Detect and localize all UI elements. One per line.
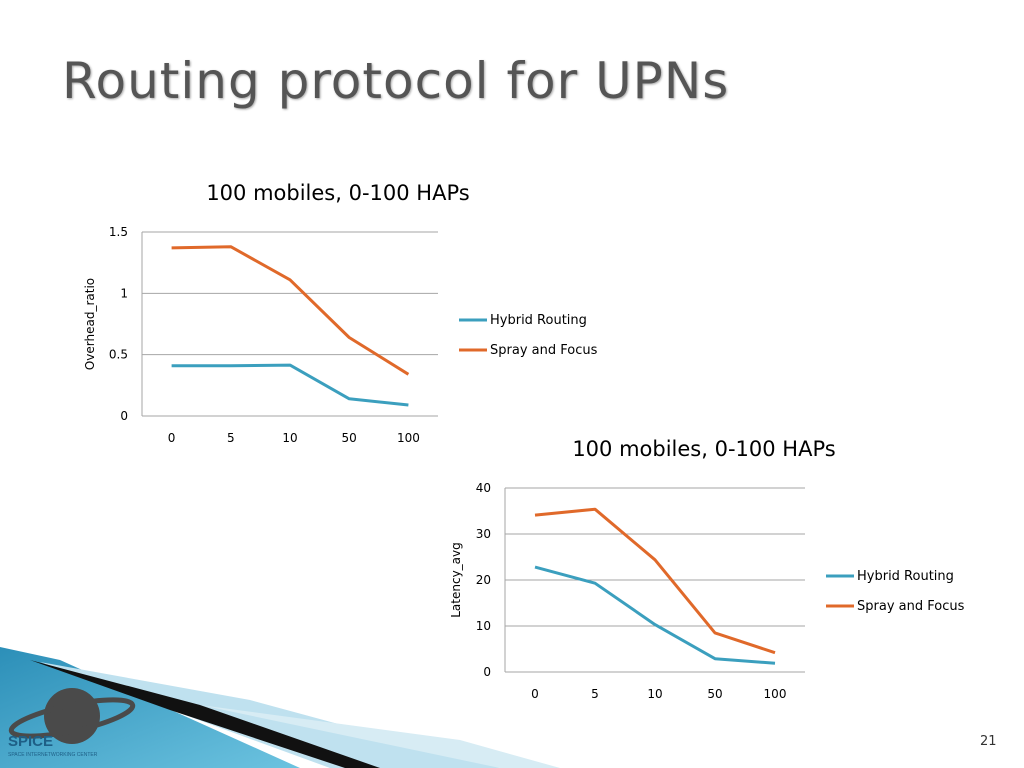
series-line-hybrid-routing (534, 565, 776, 665)
spice-logo: SPICE SPACE INTERNETWORKING CENTER (8, 688, 136, 758)
slide-title: Routing protocol for UPNs (62, 52, 730, 110)
page-number: 21 (980, 734, 997, 749)
y-tick-label: 1.5 (109, 225, 128, 239)
y-axis-label: Latency_avg (449, 542, 463, 618)
y-tick-label: 20 (476, 573, 491, 587)
y-tick-label: 30 (476, 527, 491, 541)
legend-label: Hybrid Routing (857, 569, 954, 584)
x-tick-label: 0 (168, 431, 176, 445)
x-tick-label: 5 (591, 687, 599, 701)
y-tick-label: 10 (476, 619, 491, 633)
legend-label: Spray and Focus (490, 343, 598, 358)
legend-label: Spray and Focus (857, 599, 965, 614)
y-tick-label: 0 (120, 409, 128, 423)
planet-ring-icon (8, 697, 136, 739)
y-axis-label: Overhead_ratio (83, 278, 97, 370)
x-tick-label: 10 (282, 431, 297, 445)
y-tick-label: 1 (120, 286, 128, 300)
y-tick-label: 40 (476, 481, 491, 495)
chart-title: 100 mobiles, 0-100 HAPs (206, 181, 469, 205)
series-line-spray-and-focus (534, 507, 776, 655)
chart-title: 100 mobiles, 0-100 HAPs (572, 437, 835, 461)
legend-label: Hybrid Routing (490, 313, 587, 328)
x-tick-label: 100 (397, 431, 420, 445)
y-tick-label: 0.5 (109, 348, 128, 362)
logo-text: SPICE (8, 733, 53, 750)
x-tick-label: 5 (227, 431, 235, 445)
x-tick-label: 10 (647, 687, 662, 701)
x-tick-label: 100 (764, 687, 787, 701)
swoosh-pale (200, 705, 560, 768)
x-tick-label: 0 (531, 687, 539, 701)
series-line-hybrid-routing (171, 363, 409, 407)
swoosh-black (30, 660, 380, 768)
x-tick-label: 50 (707, 687, 722, 701)
x-tick-label: 50 (342, 431, 357, 445)
logo-subtext: SPACE INTERNETWORKING CENTER (8, 752, 98, 758)
series-line-spray-and-focus (171, 245, 410, 376)
y-tick-label: 0 (483, 665, 491, 679)
